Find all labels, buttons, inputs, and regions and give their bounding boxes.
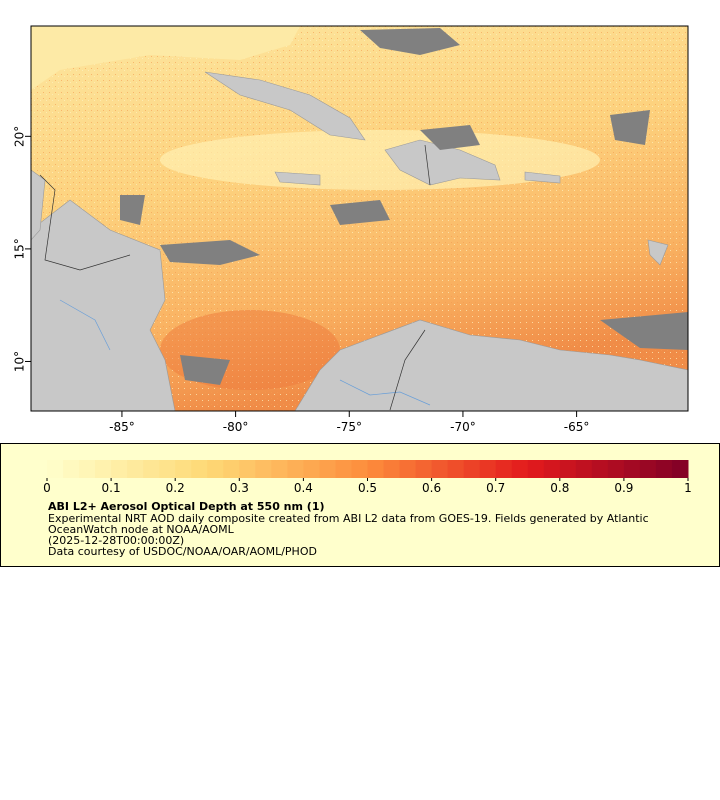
colorbar-step <box>447 460 465 478</box>
colorbar-tick-label: 0.5 <box>358 481 377 495</box>
map-axes: -85° -80° -75° -70° -65° 10° 15° 20° <box>13 126 590 434</box>
x-tick-label: -65° <box>564 420 590 434</box>
colorbar-step <box>367 460 385 478</box>
colorbar-step <box>463 460 481 478</box>
colorbar-step <box>495 460 513 478</box>
colorbar-step <box>239 460 256 478</box>
legend-line: Data courtesy of USDOC/NOAA/OAR/AOML/PHO… <box>48 545 317 558</box>
map-area <box>30 25 689 412</box>
colorbar-step <box>431 460 449 478</box>
cloud-mask <box>120 28 688 385</box>
land <box>30 26 689 412</box>
legend-title: ABI L2+ Aerosol Optical Depth at 550 nm … <box>48 500 325 513</box>
colorbar-step <box>287 460 304 478</box>
colorbar-step <box>671 460 689 478</box>
colorbar-step <box>543 460 561 478</box>
colorbar-tick-label: 0.1 <box>102 481 121 495</box>
colorbar-step <box>351 460 368 478</box>
colorbar-step <box>479 460 497 478</box>
colorbar-step <box>143 460 160 478</box>
colorbar-step <box>47 460 64 478</box>
colorbar-step <box>95 460 112 478</box>
x-tick-label: -70° <box>450 420 476 434</box>
colorbar-tick-label: 0.6 <box>422 481 441 495</box>
colorbar-step <box>319 460 336 478</box>
borders <box>39 144 431 411</box>
colorbar-step <box>655 460 673 478</box>
y-tick-label: 15° <box>13 238 27 259</box>
colorbar-tick-label: 0.2 <box>166 481 185 495</box>
colorbar-step <box>111 460 128 478</box>
colorbar-tick-label: 0 <box>43 481 51 495</box>
colorbar-step <box>559 460 577 478</box>
colorbar-step <box>127 460 144 478</box>
colorbar-step <box>527 460 545 478</box>
colorbar-step <box>415 460 433 478</box>
colorbar-tick-label: 0.4 <box>294 481 313 495</box>
y-tick-label: 10° <box>13 351 27 372</box>
map-frame <box>30 25 689 412</box>
colorbar-step <box>175 460 192 478</box>
y-tick-label: 20° <box>13 126 27 147</box>
colorbar-step <box>159 460 176 478</box>
colorbar-step <box>191 460 208 478</box>
rivers <box>59 299 431 406</box>
colorbar-step <box>63 460 80 478</box>
colorbar-tick-label: 1 <box>684 481 692 495</box>
colorbar-step <box>639 460 657 478</box>
legend-line: Experimental NRT AOD daily composite cre… <box>48 512 649 525</box>
colorbar-step <box>223 460 240 478</box>
colorbar-step <box>303 460 320 478</box>
colorbar-step <box>575 460 593 478</box>
x-tick-label: -75° <box>336 420 362 434</box>
colorbar-step <box>383 460 401 478</box>
colorbar-step <box>79 460 96 478</box>
colorbar-step <box>607 460 625 478</box>
colorbar-step <box>511 460 529 478</box>
colorbar-tick-label: 0.9 <box>614 481 633 495</box>
colorbar-tick-label: 0.7 <box>486 481 505 495</box>
colorbar-step <box>255 460 272 478</box>
colorbar-step <box>207 460 224 478</box>
legend-line: OceanWatch node at NOAA/AOML <box>48 523 235 536</box>
colorbar-step <box>335 460 352 478</box>
colorbar-tick-label: 0.3 <box>230 481 249 495</box>
colorbar: 0 0.1 0.2 0.3 0.4 0.5 0.6 0.7 0.8 0.9 1 <box>43 460 692 495</box>
colorbar-tick-label: 0.8 <box>550 481 569 495</box>
colorbar-step <box>591 460 609 478</box>
colorbar-step <box>623 460 641 478</box>
colorbar-step <box>271 460 288 478</box>
colorbar-step <box>399 460 417 478</box>
legend-line: (2025-12-28T00:00:00Z) <box>48 534 184 547</box>
x-tick-label: -85° <box>109 420 135 434</box>
x-tick-label: -80° <box>223 420 249 434</box>
